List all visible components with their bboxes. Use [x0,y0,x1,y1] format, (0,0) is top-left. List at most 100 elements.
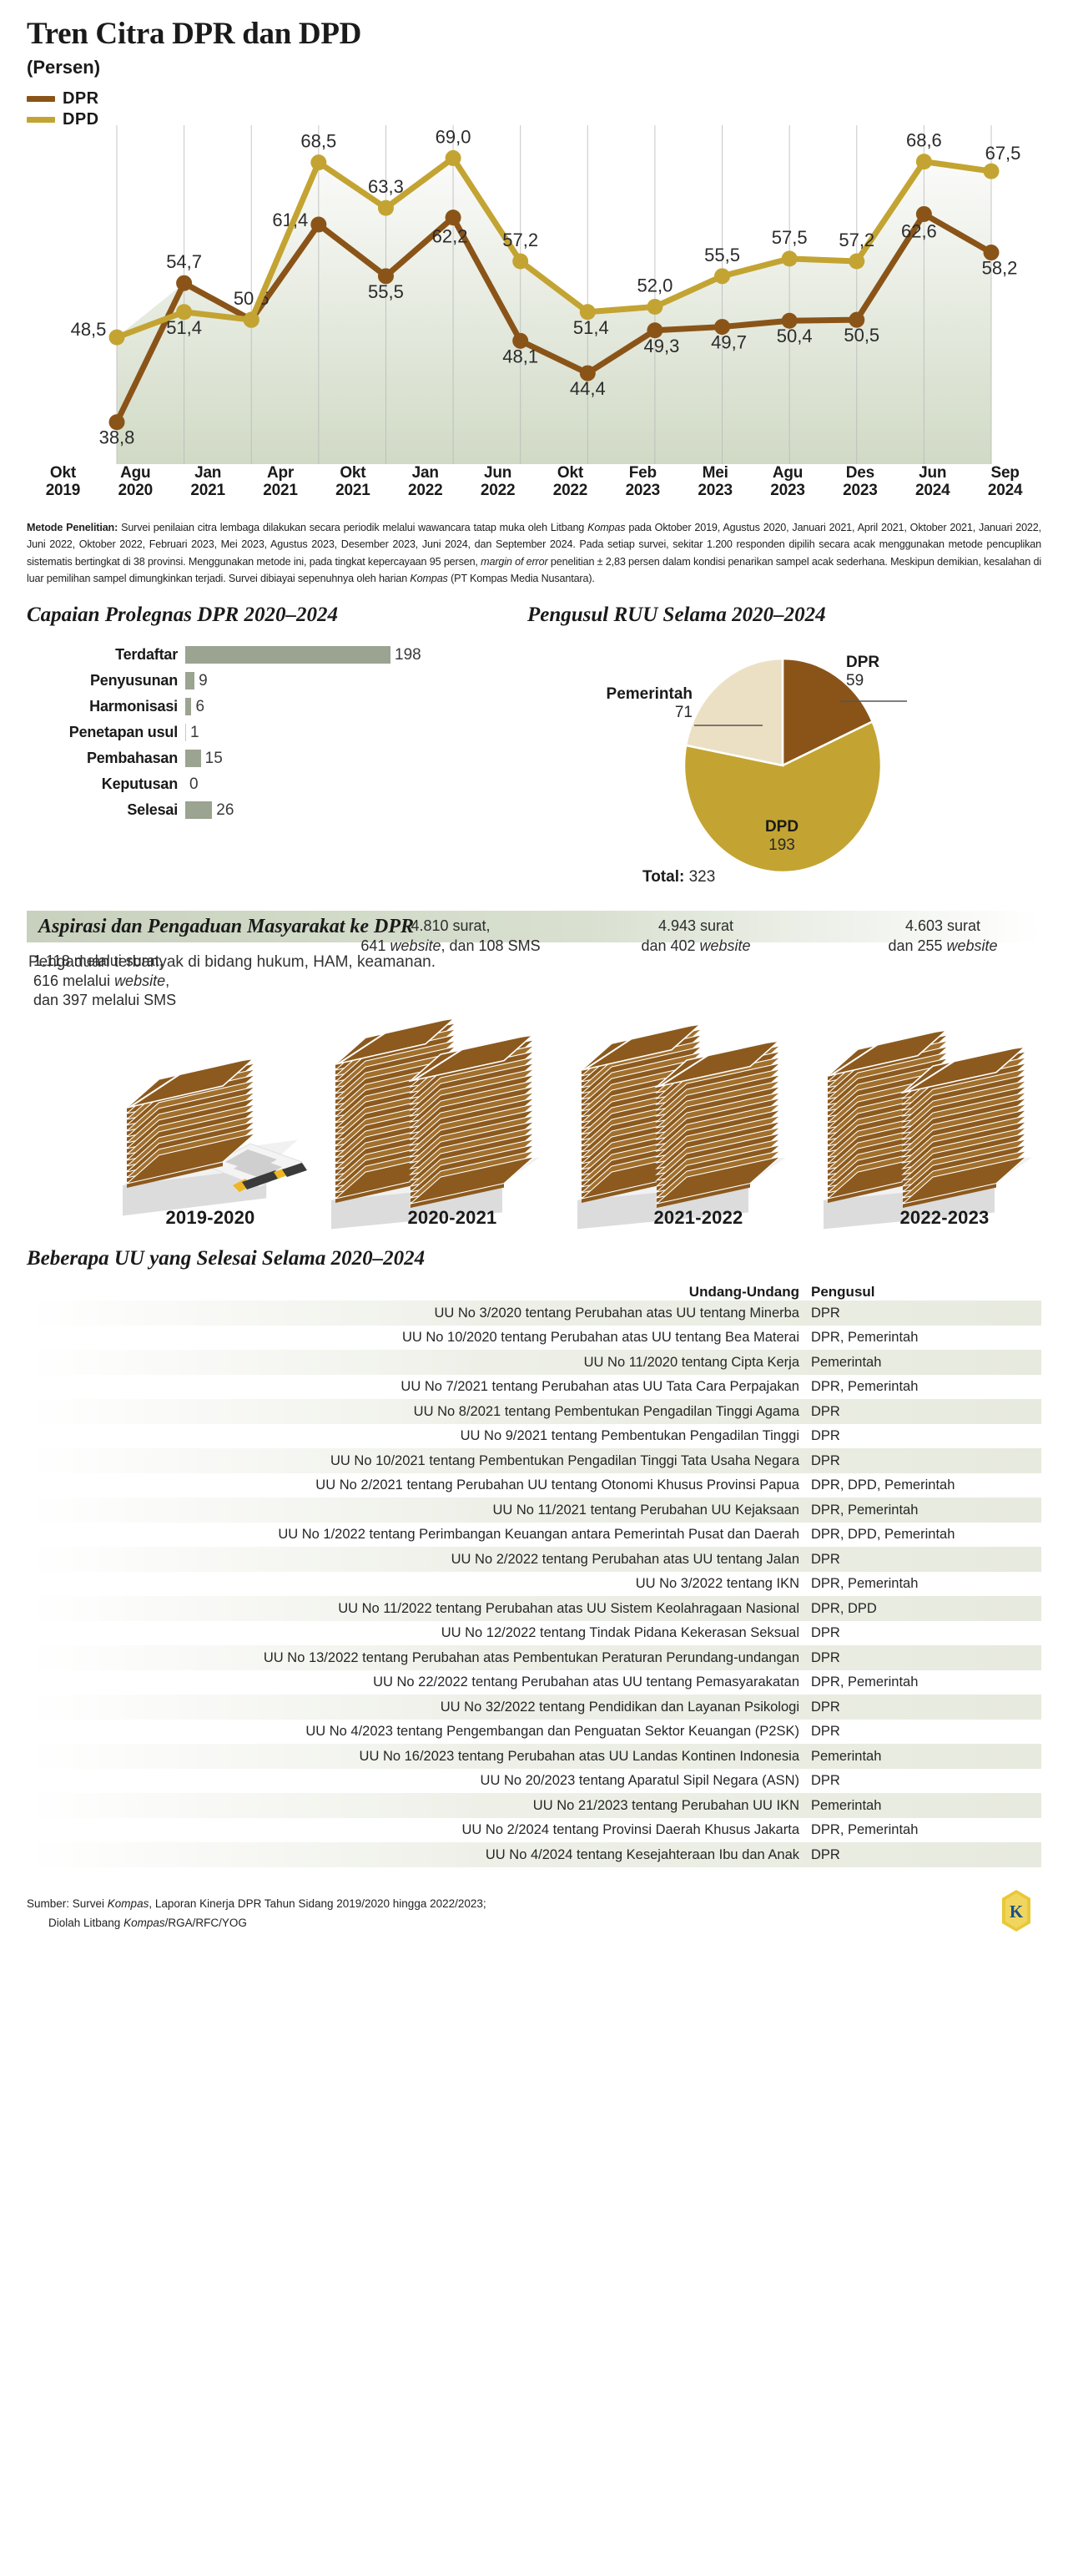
caption-line: dan 397 melalui SMS [33,992,177,1009]
paper-stacks: 1.118 melalui surat, 616 melalui website,… [27,917,1041,1235]
uu-cell-name: UU No 3/2020 tentang Perubahan atas UU t… [434,1305,799,1321]
prolegnas-bar-value: 1 [190,723,199,741]
table-row: UU No 10/2020 tentang Perubahan atas UU … [27,1326,1041,1351]
uu-cell-pengusul: DPR, Pemerintah [811,1330,919,1346]
prolegnas-bar-fill [185,646,390,664]
uu-cell-name: UU No 12/2022 tentang Tindak Pidana Keke… [441,1625,799,1641]
svg-text:55,5: 55,5 [704,245,740,265]
letter-stack [654,1038,783,1209]
uu-cell-pengusul: DPR, DPD, Pemerintah [811,1477,955,1493]
uu-cell-name: UU No 32/2022 tentang Pendidikan dan Lay… [440,1699,799,1715]
pie-total-label: Total: [642,868,685,886]
uu-cell-pengusul: DPR, Pemerintah [811,1822,919,1838]
tick-year: 2020 [118,482,154,500]
prolegnas-title: Capaian Prolegnas DPR 2020–2024 [27,604,338,627]
uu-cell-pengusul: Pemerintah [811,1748,882,1764]
infographic-page: Tren Citra DPR dan DPD (Persen) DPR DPD … [27,18,1041,1932]
uu-cell-name: UU No 8/2021 tentang Pembentukan Pengadi… [413,1403,799,1419]
prolegnas-bar-value: 198 [395,645,421,664]
prolegnas-bar-row: Selesai 26 [27,797,527,823]
uu-cell-pengusul: DPR [811,1699,840,1715]
pie-label-pemerintah-value: 71 [674,704,693,722]
svg-text:50,5: 50,5 [844,325,879,346]
uu-cell-pengusul: DPR [811,1625,840,1641]
uu-cell-pengusul: DPR, Pemerintah [811,1379,919,1395]
uu-col-header-pengusul: Pengusul [811,1284,875,1301]
method-kompas-2: Kompas [410,573,448,585]
stack-caption-2020-2021: 4.810 surat, 641 website, dan 108 SMS [325,917,576,956]
svg-text:55,5: 55,5 [368,281,404,302]
prolegnas-bar-row: Penetapan usul 1 [27,720,527,745]
uu-cell-name: UU No 10/2020 tentang Perubahan atas UU … [401,1330,799,1346]
caption-line: dan 402 website [641,937,751,954]
tick-year: 2019 [45,482,81,500]
method-body-4: (PT Kompas Media Nusantara). [447,573,595,585]
prolegnas-panel: Capaian Prolegnas DPR 2020–2024 Terdafta… [27,604,527,889]
uu-cell-name: UU No 4/2023 tentang Pengembangan dan Pe… [305,1724,799,1740]
uu-cell-pengusul: DPR, Pemerintah [811,1674,919,1690]
uu-col-header-undang: Undang-Undang [688,1284,799,1301]
x-axis-tick-6: Jun 2022 [461,464,534,516]
table-row: UU No 9/2021 tentang Pembentukan Pengadi… [27,1424,1041,1449]
uu-cell-name: UU No 21/2023 tentang Perubahan UU IKN [532,1797,799,1813]
method-margin-of-error: margin of error [481,555,548,568]
svg-text:38,8: 38,8 [99,427,135,448]
prolegnas-bar-value: 9 [199,671,208,689]
footer: Sumber: Survei Kompas, Laporan Kinerja D… [27,1889,1041,1932]
letter-stack [126,1057,255,1189]
table-row: UU No 13/2022 tentang Perubahan atas Pem… [27,1645,1041,1670]
prolegnas-bar-fill [185,750,201,768]
uu-cell-name: UU No 20/2023 tentang Aparatul Sipil Neg… [480,1773,799,1789]
kompas-logo-letter: K [1010,1902,1024,1922]
uu-cell-name: UU No 2/2022 tentang Perubahan atas UU t… [451,1551,799,1567]
tick-month: Jan [194,463,222,482]
uu-cell-name: UU No 16/2023 tentang Perubahan atas UU … [359,1748,799,1764]
source-line1-b: , Laporan Kinerja DPR Tahun Sidang 2019/… [149,1897,486,1911]
svg-text:57,2: 57,2 [502,230,538,250]
table-row: UU No 3/2022 tentang IKN DPR, Pemerintah [27,1572,1041,1597]
tick-year: 2021 [335,482,370,500]
prolegnas-bar-label: Pembahasan [86,750,178,767]
pengusul-pie-wrap: DPR 59 Pemerintah 71 DPD 193 Total: 323 [527,639,1041,889]
prolegnas-bar-fill [185,801,213,820]
caption-line: 641 website, dan 108 SMS [360,937,541,954]
svg-text:67,5: 67,5 [985,143,1021,164]
stack-caption-2019-2020: 1.118 melalui surat, 616 melalui website,… [33,952,259,1010]
page-subtitle: (Persen) [27,56,101,78]
prolegnas-bar-label: Selesai [127,801,178,819]
method-label: Metode Penelitian: [27,521,118,533]
pengusul-title: Pengusul RUU Selama 2020–2024 [527,604,826,627]
x-axis-tick-12: Jun 2024 [896,464,969,516]
svg-text:51,4: 51,4 [573,317,609,338]
svg-text:68,6: 68,6 [906,129,942,150]
uu-title: Beberapa UU yang Selesai Selama 2020–202… [27,1247,426,1270]
uu-cell-pengusul: DPR, DPD [811,1600,877,1616]
x-axis-labels: Okt 2019 Agu 2020 Jan 2021 Apr 2021 Okt 2021 Jan 20… [27,464,1041,516]
prolegnas-bar-label: Penyusunan [89,672,178,689]
line-chart-svg: 38,854,750,561,455,562,248,144,449,3 49,7… [71,124,1021,464]
uu-cell-pengusul: DPR [811,1773,840,1789]
source-line1-a: Sumber: Survei [27,1897,108,1911]
pie-label-dpd: DPD 193 [748,818,815,855]
prolegnas-bar-row: Keputusan 0 [27,771,527,797]
svg-text:54,7: 54,7 [166,251,202,272]
tick-year: 2021 [263,482,298,500]
legend-label-dpd: DPD [63,109,99,129]
caption-line: 4.943 surat [657,917,734,935]
uu-cell-name: UU No 2/2021 tentang Perubahan UU tentan… [315,1477,799,1493]
pie-label-dpr-name: DPR [846,654,880,672]
table-row: UU No 2/2021 tentang Perubahan UU tentan… [27,1473,1041,1498]
table-row: UU No 32/2022 tentang Pendidikan dan Lay… [27,1695,1041,1720]
uu-cell-name: UU No 1/2022 tentang Perimbangan Keuanga… [278,1527,799,1543]
table-row: UU No 7/2021 tentang Perubahan atas UU T… [27,1375,1041,1400]
uu-cell-pengusul: Pemerintah [811,1797,882,1813]
x-axis-tick-8: Feb 2023 [607,464,679,516]
pengusul-panel: Pengusul RUU Selama 2020–2024 DPR 59 Pem… [527,604,1041,889]
uu-cell-pengusul: DPR [811,1846,840,1862]
stack-caption-2021-2022: 4.943 surat dan 402 website [571,917,821,956]
legend-item-dpr: DPR [27,88,1041,109]
caption-line: 1.118 melalui surat, [33,952,164,970]
svg-text:69,0: 69,0 [436,126,471,147]
tick-year: 2024 [915,482,950,500]
caption-line: 616 melalui website, [33,972,170,989]
